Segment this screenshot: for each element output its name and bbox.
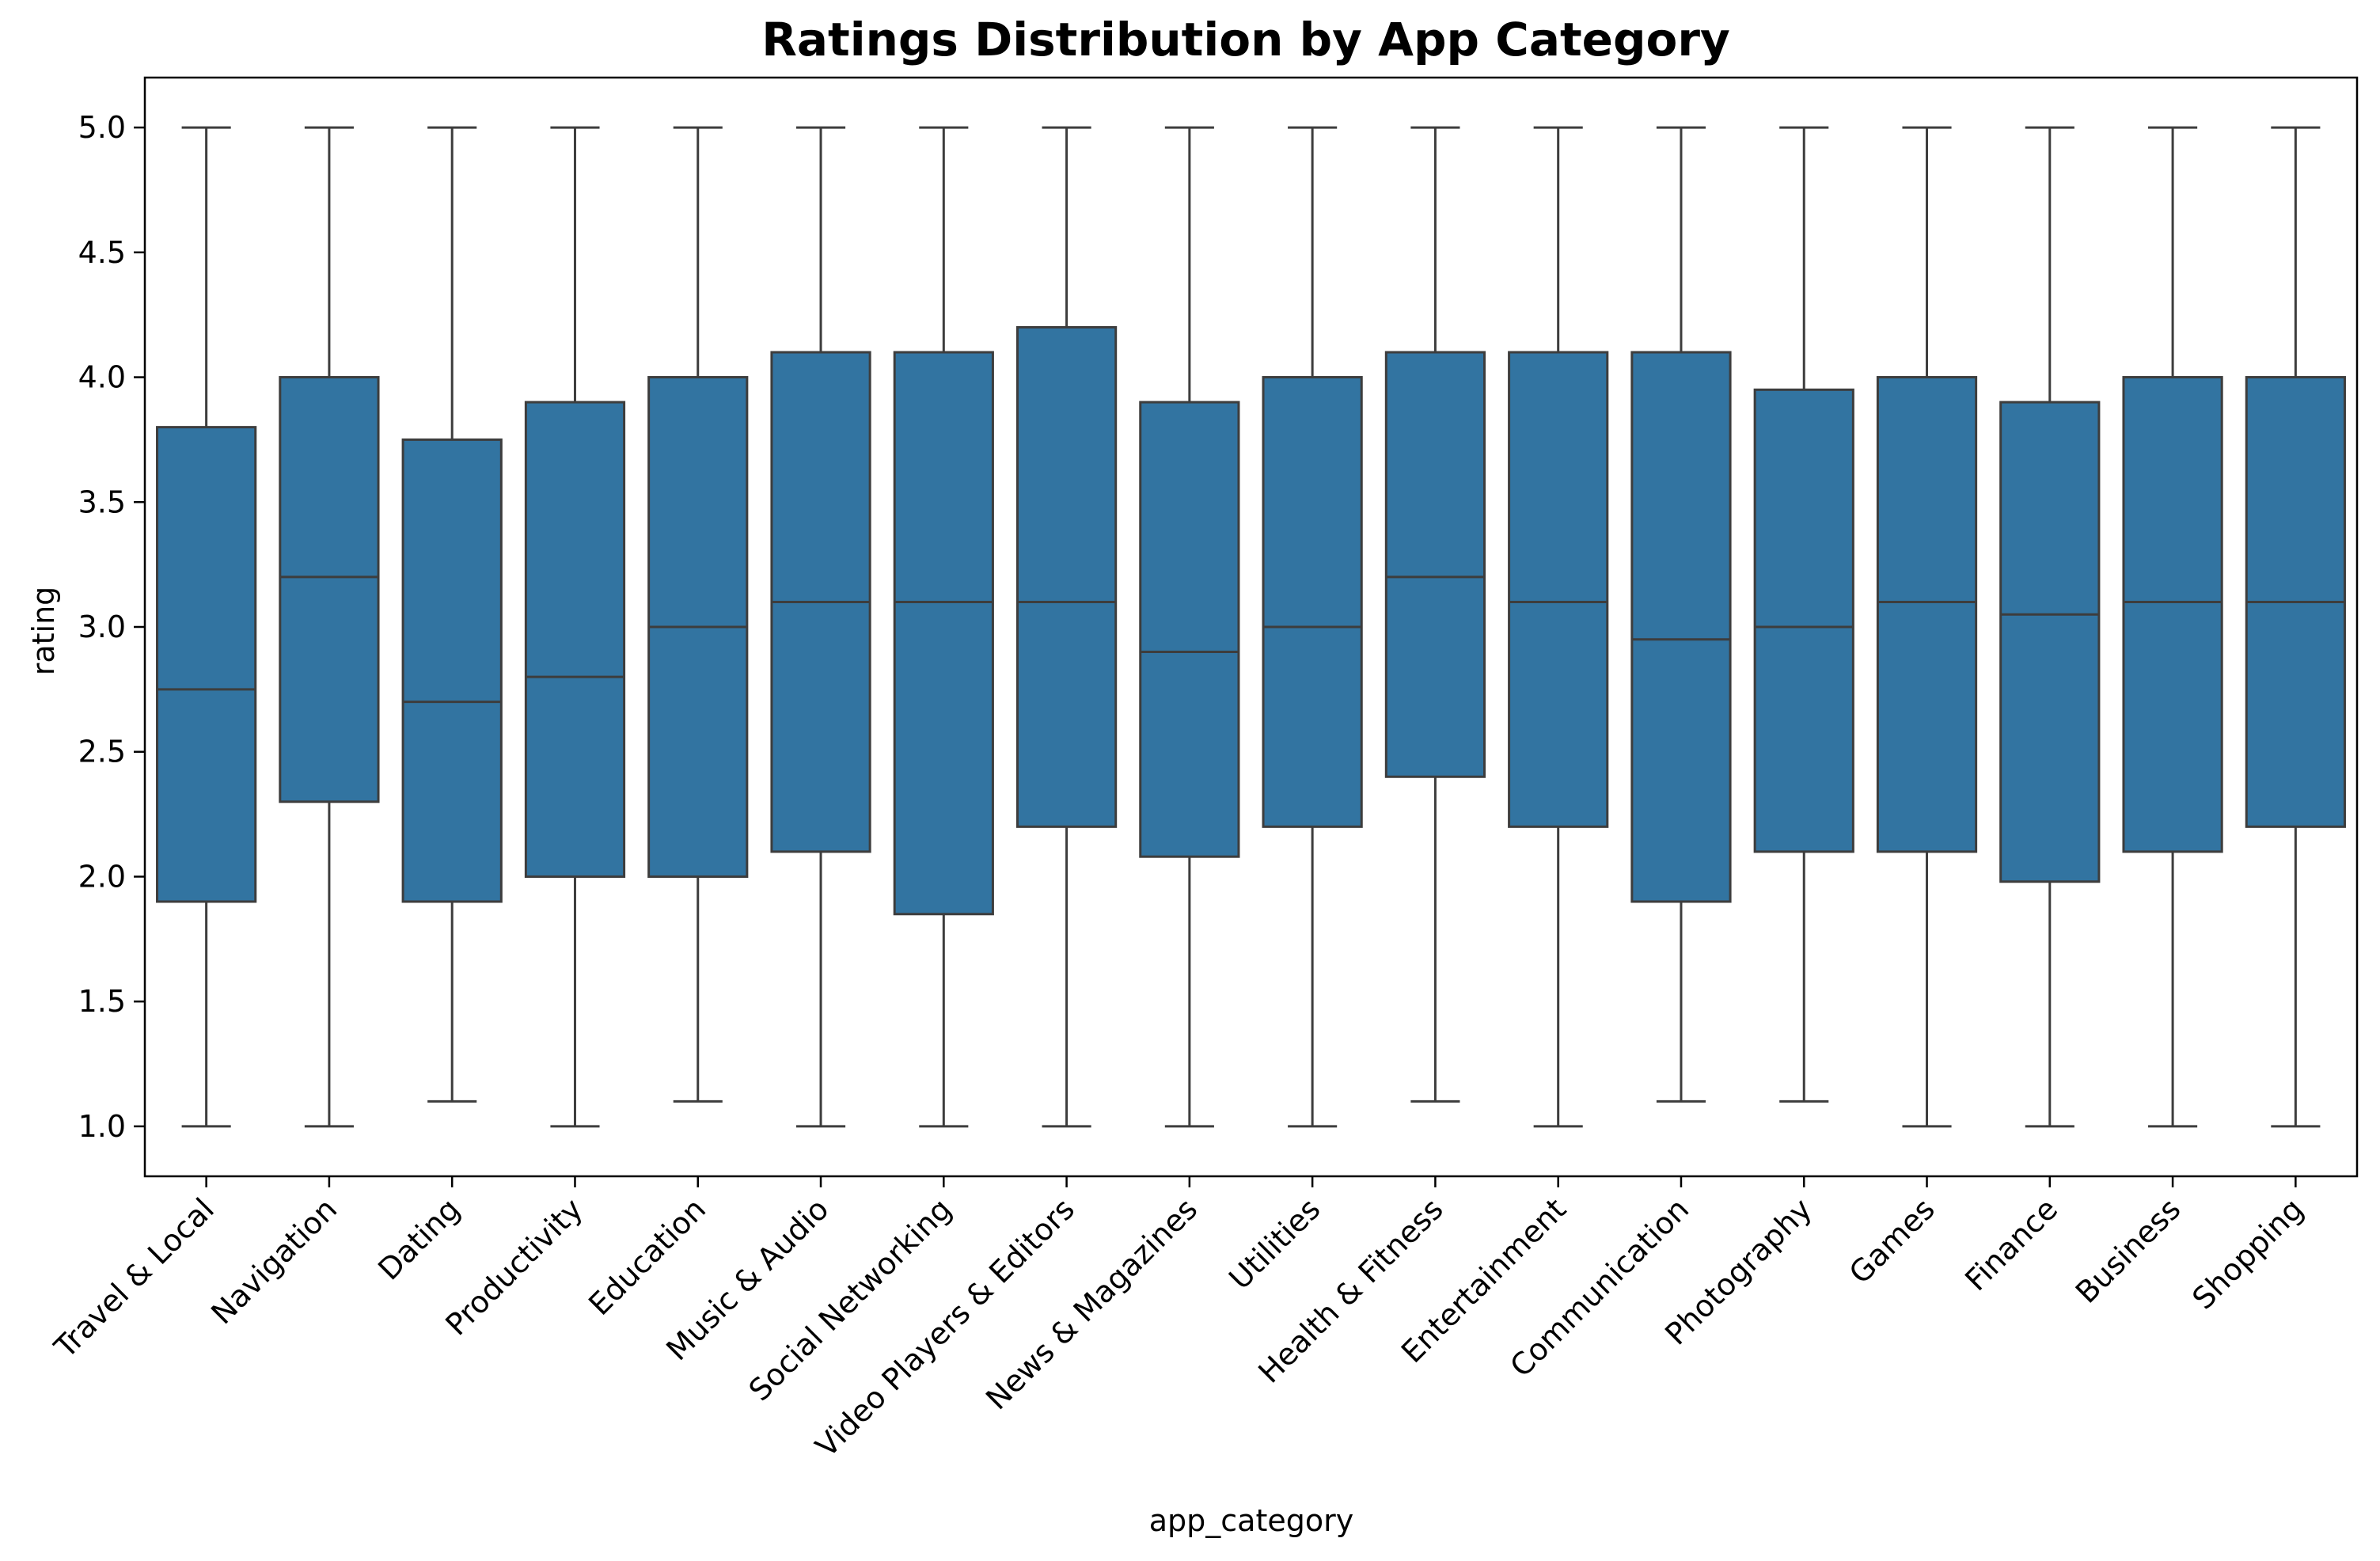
y-tick-label: 5.0	[78, 110, 126, 145]
box-iqr	[1139, 401, 1240, 858]
box-iqr	[1999, 401, 2101, 883]
box-iqr	[1384, 351, 1486, 778]
x-tick-label: Games	[1843, 1191, 1942, 1290]
x-tick-label: Dating	[371, 1191, 466, 1286]
box-group	[1753, 126, 1854, 1103]
plot-area	[156, 126, 2346, 1128]
box-iqr	[1015, 325, 1118, 828]
box-group	[279, 126, 380, 1128]
x-tick-label: Education	[582, 1191, 712, 1322]
box-group	[524, 126, 626, 1128]
box-group	[1876, 126, 1978, 1128]
x-tick-label: Shopping	[2185, 1191, 2310, 1316]
box-group	[770, 126, 871, 1128]
y-tick-label: 1.5	[78, 984, 126, 1019]
box-iqr	[893, 351, 994, 916]
box-iqr	[1876, 376, 1978, 853]
box-iqr	[1508, 351, 1609, 828]
y-tick-label: 4.0	[78, 360, 126, 395]
x-tick-label: News & Magazines	[979, 1191, 1204, 1416]
box-group	[1630, 126, 1732, 1103]
box-iqr	[1630, 351, 1732, 903]
x-tick-label: Business	[2069, 1191, 2188, 1310]
box-group	[2122, 126, 2223, 1128]
y-tick-label: 2.0	[78, 859, 126, 894]
box-iqr	[1262, 376, 1363, 828]
x-tick-label: Utilities	[1222, 1191, 1327, 1296]
box-iqr	[401, 438, 503, 903]
box-group	[1508, 126, 1609, 1128]
y-axis-label: rating	[26, 587, 61, 676]
box-group	[893, 126, 994, 1128]
box-group	[1139, 126, 1240, 1128]
box-group	[1384, 126, 1486, 1103]
y-tick-label: 2.5	[78, 735, 126, 769]
box-group	[1999, 126, 2101, 1128]
box-iqr	[1753, 388, 1854, 853]
x-tick-label: Video Players & Editors	[809, 1191, 1081, 1464]
box-group	[647, 126, 749, 1103]
y-tick-label: 3.5	[78, 484, 126, 519]
x-tick-label: Navigation	[204, 1191, 344, 1331]
x-tick-label: Travel & Local	[47, 1191, 221, 1365]
chart-title: Ratings Distribution by App Category	[761, 13, 1730, 66]
x-tick-label: Finance	[1958, 1191, 2064, 1297]
x-tick-label: Social Networking	[742, 1191, 958, 1407]
y-tick-label: 3.0	[78, 610, 126, 644]
box-iqr	[279, 376, 380, 803]
box-iqr	[156, 426, 257, 903]
y-tick-label: 4.5	[78, 235, 126, 270]
box-group	[2245, 126, 2346, 1128]
box-group	[156, 126, 257, 1128]
x-axis-label: app_category	[1149, 1503, 1353, 1538]
y-axis: 1.0 1.5 2.0 2.5 3.0 3.5 4.0 4.5 5.0	[78, 110, 145, 1144]
box-iqr	[2122, 376, 2223, 853]
box-iqr	[524, 401, 626, 878]
box-group	[1015, 126, 1118, 1128]
box-group	[1262, 126, 1363, 1128]
box-group	[401, 126, 503, 1103]
y-tick-label: 1.0	[78, 1109, 126, 1144]
